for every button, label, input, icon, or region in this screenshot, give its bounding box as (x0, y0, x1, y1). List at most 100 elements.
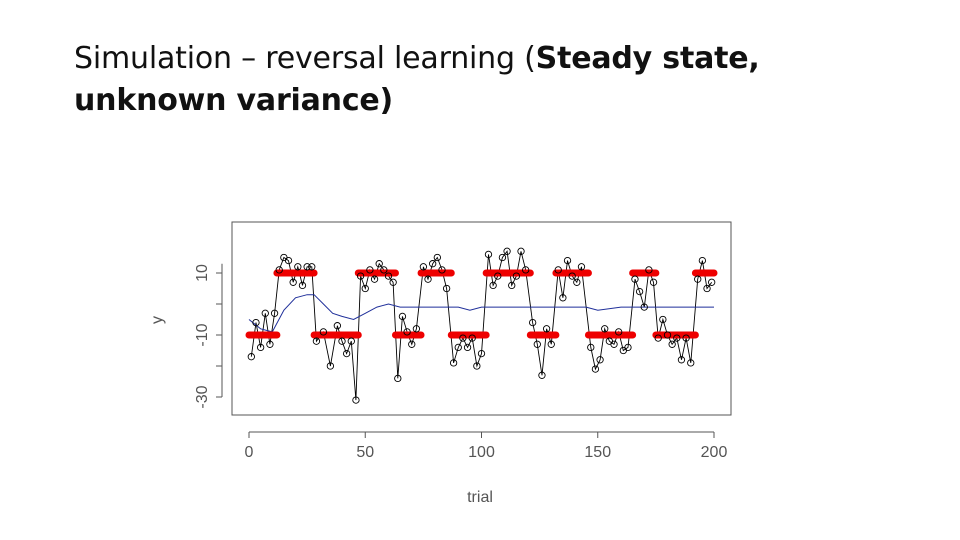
observation-point-28 (384, 272, 393, 280)
observation-point-74 (615, 328, 623, 336)
observation-point-64 (563, 256, 572, 265)
observation-point-57 (529, 318, 537, 327)
observation-point-93 (708, 278, 716, 286)
observation-point-6 (275, 266, 283, 274)
y-tick-label-1: -10 (194, 323, 211, 346)
y-tick-label-0: -30 (194, 385, 211, 408)
observation-point-1 (252, 318, 260, 327)
observation-point-14 (312, 337, 321, 345)
observation-point-31 (398, 312, 407, 321)
observation-point-36 (424, 275, 432, 283)
observation-point-84 (663, 331, 672, 339)
observation-point-37 (429, 260, 437, 268)
observation-point-60 (542, 325, 551, 333)
observation-point-50 (494, 272, 502, 280)
y-axis-title: y (149, 316, 166, 324)
observation-point-5 (270, 309, 279, 317)
observation-point-25 (370, 275, 379, 283)
estimate-curve (248, 294, 714, 333)
observation-point-18 (338, 337, 346, 345)
observation-point-20 (347, 337, 355, 345)
observation-point-29 (389, 278, 397, 286)
observation-point-23 (361, 284, 369, 293)
observation-point-53 (508, 281, 516, 290)
observation-point-24 (366, 266, 374, 274)
observation-point-65 (568, 272, 576, 280)
observation-point-86 (673, 334, 681, 342)
observation-point-54 (512, 272, 521, 280)
observation-point-34 (412, 325, 421, 333)
x-tick-label-3: 150 (584, 444, 611, 461)
observation-point-47 (477, 349, 486, 358)
observation-point-46 (473, 362, 481, 370)
observation-point-63 (559, 294, 567, 302)
x-tick-label-2: 100 (468, 444, 495, 461)
observation-point-59 (538, 371, 546, 379)
x-tick-label-0: 0 (245, 444, 254, 461)
x-tick-label-1: 50 (356, 444, 374, 461)
observation-point-56 (522, 266, 530, 274)
plot-frame (231, 221, 732, 416)
observation-point-88 (682, 334, 690, 342)
observation-point-51 (498, 253, 507, 262)
observation-point-49 (489, 281, 497, 290)
observation-point-70 (596, 356, 604, 364)
observation-point-92 (703, 284, 711, 293)
observation-point-78 (635, 287, 644, 296)
observation-point-26 (375, 260, 383, 268)
observation-point-87 (677, 356, 686, 364)
observation-point-77 (631, 275, 639, 283)
observation-point-10 (294, 263, 302, 271)
observation-line (250, 250, 713, 401)
y-tick-label-2: 10 (194, 264, 211, 282)
observation-point-66 (573, 278, 581, 286)
observation-point-9 (289, 278, 297, 286)
observation-point-3 (261, 309, 269, 317)
observation-point-39 (438, 266, 446, 274)
slide-title: Simulation – reversal learning (Steady s… (74, 38, 760, 122)
observation-point-90 (694, 275, 702, 283)
title-bold-part-line1: Steady state, (535, 41, 760, 76)
observation-point-11 (298, 281, 307, 290)
title-bold-part-line2: unknown variance) (74, 83, 394, 118)
observation-point-81 (649, 278, 658, 286)
observation-point-8 (284, 256, 293, 265)
observation-point-4 (266, 340, 274, 348)
axes-layer: 0 50 100 150 200 trial -30 -10 10 y (149, 221, 732, 506)
observation-point-43 (459, 334, 467, 342)
observation-point-27 (380, 266, 388, 274)
observation-point-62 (554, 266, 562, 274)
observation-point-52 (503, 247, 511, 255)
observation-point-48 (484, 250, 493, 259)
observation-point-41 (449, 359, 458, 367)
x-tick-label-4: 200 (701, 444, 728, 461)
observation-point-40 (442, 284, 451, 293)
observation-point-85 (668, 340, 676, 348)
observation-point-2 (256, 343, 265, 352)
observation-point-12 (303, 263, 311, 271)
observation-point-69 (591, 365, 600, 373)
observation-point-0 (247, 353, 255, 361)
observation-point-58 (533, 340, 541, 348)
observation-point-19 (342, 349, 351, 358)
observation-point-82 (654, 334, 662, 342)
observation-point-17 (333, 322, 341, 330)
observation-point-91 (698, 256, 707, 265)
observation-point-42 (454, 343, 462, 352)
observation-point-68 (587, 343, 595, 352)
observation-point-33 (408, 340, 416, 348)
observation-point-15 (319, 328, 328, 336)
observation-point-13 (308, 263, 316, 271)
observation-point-32 (403, 328, 411, 336)
observation-point-67 (577, 263, 586, 271)
observation-point-89 (687, 359, 695, 367)
plot-layer (245, 247, 718, 404)
observation-point-76 (624, 343, 632, 352)
observation-point-16 (326, 362, 335, 370)
observation-point-55 (517, 247, 525, 255)
observation-point-35 (419, 263, 428, 271)
observation-point-30 (394, 374, 402, 383)
x-axis-title: trial (467, 489, 493, 506)
observation-point-38 (433, 253, 441, 262)
